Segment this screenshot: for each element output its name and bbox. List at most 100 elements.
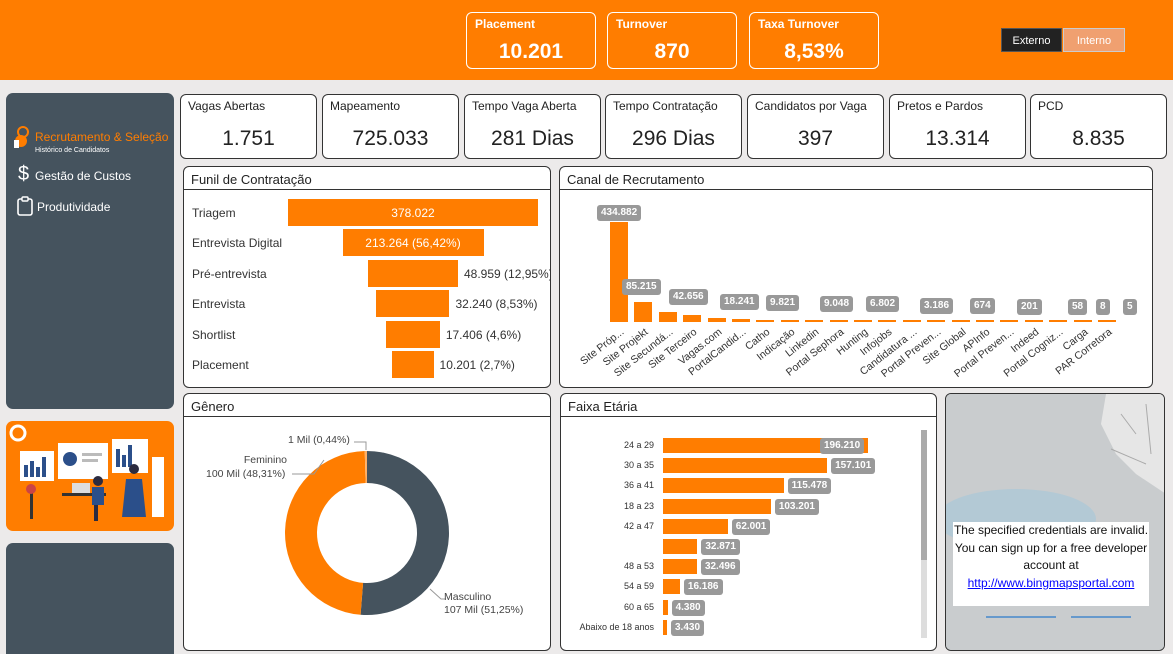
placement-label: Placement: [475, 17, 536, 31]
kpi-mapeamento-label: Mapeamento: [330, 99, 401, 113]
externo-toggle-button[interactable]: Externo: [1001, 28, 1062, 52]
kpi-tempo-vaga-aberta-value: 281 Dias: [491, 127, 574, 150]
canal-divider: [560, 189, 1152, 190]
faixa-data-label: 157.101: [831, 458, 876, 475]
canal-data-label: 9.048: [820, 296, 854, 312]
canal-bar: [976, 320, 994, 322]
turnover-value: 870: [654, 40, 690, 63]
faixa-category-label: 30 a 35: [623, 460, 654, 471]
faixa-bar: [663, 579, 680, 595]
kpi-pcd-value: 8.835: [1072, 127, 1125, 150]
turnover-card: Turnover 870: [607, 12, 737, 69]
canal-bar: [829, 320, 848, 322]
faixa-divider: [561, 416, 936, 417]
canal-data-label: 674: [970, 298, 995, 314]
donut-leader-line: [292, 459, 325, 475]
faixa-category-label: 48 a 53: [623, 561, 654, 572]
interno-toggle-button[interactable]: Interno: [1063, 28, 1125, 52]
kpi-vagas-abertas-value: 1.751: [222, 127, 275, 150]
canal-data-label: 5: [1123, 299, 1137, 315]
faixa-data-label: 16.186: [683, 579, 723, 596]
faixa-bar: [663, 539, 698, 554]
donut-slice: [360, 451, 450, 615]
funnel-value: 10.201 (2,7%): [439, 358, 515, 372]
kpi-vagas-abertas: Vagas Abertas 1.751: [180, 94, 317, 159]
donut-leader-line: [354, 441, 367, 450]
faixa-category-label: 42 a 47: [623, 520, 654, 531]
sidebar-lower-panel: [6, 543, 174, 654]
faixa-panel: Faixa Etária 24 a 29 196.210 30 a 35 157.10…: [560, 393, 937, 651]
funnel-stage-label: Entrevista Digital: [192, 236, 283, 251]
sidebar-item-gestao-label: Gestão de Custos: [35, 169, 132, 183]
funnel-stage-label: Entrevista: [192, 297, 246, 312]
kpi-candidatos-por-vaga-value: 397: [797, 127, 834, 150]
faixa-category-label: 60 a 65: [623, 601, 654, 612]
taxa-turnover-label: Taxa Turnover: [758, 17, 839, 31]
sidebar-item-recrutamento-label: Recrutamento & Seleção: [35, 130, 169, 144]
canal-data-label: 58: [1068, 299, 1088, 315]
kpi-pcd: PCD 8.835: [1030, 94, 1167, 159]
canal-bar: [756, 319, 775, 322]
canal-bar: [805, 319, 824, 322]
kpi-tempo-contratacao-label: Tempo Contratação: [613, 99, 718, 113]
clipboard-icon: [16, 195, 34, 220]
kpi-pretos-pardos: Pretos e Pardos 13.314: [889, 94, 1026, 159]
genero-title: Gênero: [191, 399, 235, 414]
funnel-bar: [376, 290, 450, 318]
funnel-title: Funil de Contratação: [191, 172, 312, 187]
faixa-category-label: 36 a 41: [623, 480, 654, 491]
faixa-category-label: 18 a 23: [623, 500, 654, 511]
bing-maps-link[interactable]: http://www.bingmapsportal.com: [967, 575, 1135, 590]
map-panel: The specified credentials are invalid. Y…: [945, 393, 1165, 651]
faixa-category-label: 54 a 59: [623, 581, 654, 592]
top-header-bar: Placement 10.201 Turnover 870 Taxa Turno…: [0, 0, 1173, 80]
office-illustration: [6, 421, 174, 531]
kpi-pretos-pardos-label: Pretos e Pardos: [897, 99, 984, 113]
faixa-data-label: 32.871: [701, 539, 740, 555]
funnel-bar: [386, 320, 440, 348]
genero-divider: [184, 416, 550, 417]
canal-panel: Canal de Recrutamento Site Próp... Site P…: [559, 166, 1153, 388]
canal-bar: [951, 320, 970, 322]
faixa-bar: [663, 458, 828, 474]
kpi-tempo-vaga-aberta: Tempo Vaga Aberta 281 Dias: [464, 94, 601, 159]
kpi-vagas-abertas-label: Vagas Abertas: [188, 99, 266, 113]
faixa-data-label: 32.496: [700, 559, 740, 576]
funnel-bar: [368, 259, 458, 287]
canal-data-label: 201: [1017, 299, 1042, 315]
map-error-text: The specified credentials are invalid. Y…: [953, 523, 1149, 572]
funnel-stage-label: Shortlist: [192, 327, 236, 342]
genero-donut-chart: [285, 441, 450, 615]
canal-data-label: 85.215: [622, 279, 661, 295]
kpi-mapeamento: Mapeamento 725.033: [322, 94, 459, 159]
canal-bar: [927, 320, 946, 322]
faixa-bar: [663, 438, 868, 453]
kpi-candidatos-por-vaga-label: Candidatos por Vaga: [755, 99, 867, 113]
faixa-data-label: 103.201: [774, 498, 819, 515]
canal-data-label: 434.882: [597, 205, 642, 221]
kpi-tempo-contratacao-value: 296 Dias: [632, 127, 715, 150]
placement-value: 10.201: [498, 40, 564, 63]
canal-title: Canal de Recrutamento: [567, 172, 705, 187]
canal-bar: [707, 317, 726, 322]
turnover-label: Turnover: [616, 17, 668, 31]
faixa-bar: [663, 498, 771, 514]
faixa-bar: [663, 518, 728, 534]
funnel-stage-label: Placement: [192, 358, 249, 372]
kpi-pcd-label: PCD: [1038, 99, 1064, 113]
donut-label-feminino-name: Feminino: [243, 454, 287, 466]
kpi-mapeamento-value: 725.033: [352, 127, 429, 150]
faixa-category-label: Abaixo de 18 anos: [579, 621, 654, 632]
canal-bar: [902, 320, 921, 322]
canal-data-label: 8: [1096, 299, 1110, 315]
faixa-scrollbar-thumb[interactable]: [921, 430, 927, 560]
canal-bar: [610, 222, 628, 322]
kpi-tempo-contratacao: Tempo Contratação 296 Dias: [605, 94, 742, 159]
canal-bar: [780, 319, 799, 322]
canal-bar: [1073, 320, 1092, 322]
canal-bar: [854, 320, 872, 322]
donut-label-masculino-value: 107 Mil (51,25%): [444, 604, 524, 616]
placement-card: Placement 10.201: [466, 12, 596, 69]
canal-bar: [1000, 320, 1019, 322]
faixa-data-label: 115.478: [787, 478, 832, 495]
